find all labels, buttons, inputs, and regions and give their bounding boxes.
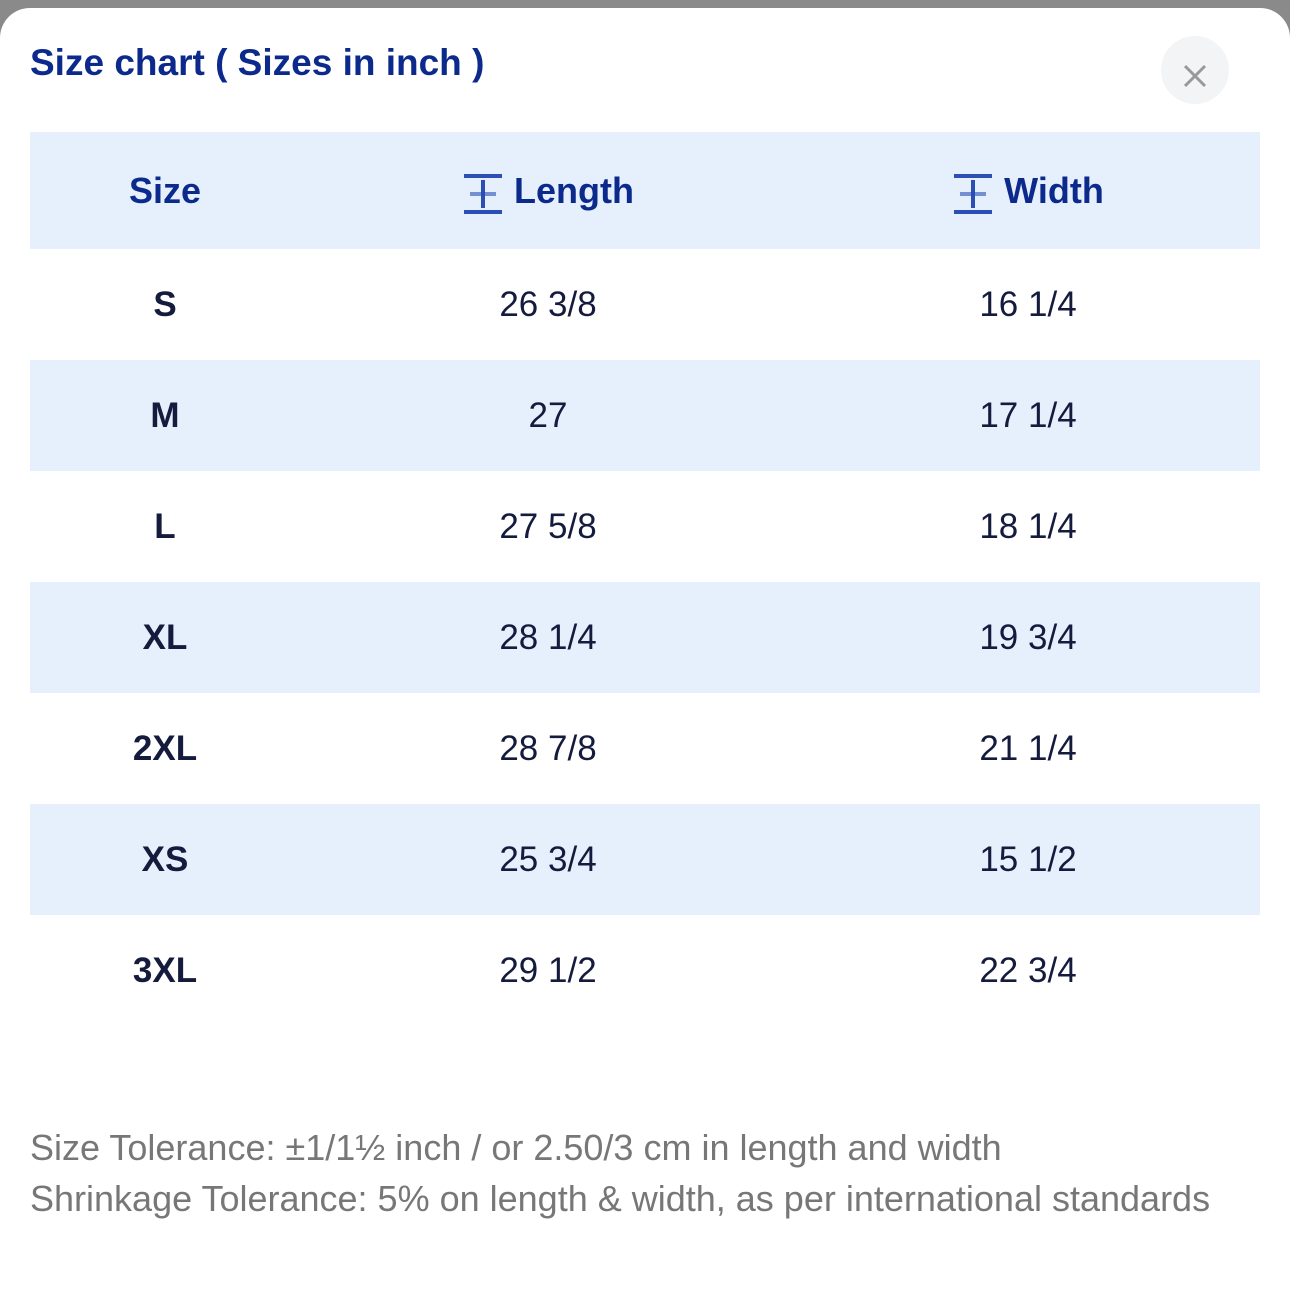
table-cell: 15 1/2	[979, 839, 1077, 879]
column-header: Size	[30, 132, 300, 249]
table-cell: 22 3/4	[979, 950, 1077, 990]
table-cell: 29 1/2	[499, 950, 597, 990]
table-cell: XS	[141, 839, 189, 879]
width-icon	[954, 173, 993, 214]
column-label: Length	[514, 169, 634, 211]
table-cell: 25 3/4	[499, 839, 597, 879]
table-cell: 27 5/8	[499, 506, 597, 546]
table-header: Size Length Width	[30, 132, 1260, 249]
size-chart-modal: Size chart ( Sizes in inch ) Size Length…	[0, 8, 1290, 1290]
tolerance-notes: Size Tolerance: ±1/1½ inch / or 2.50/3 c…	[30, 1122, 1260, 1224]
note-line: Shrinkage Tolerance: 5% on length & widt…	[30, 1178, 1211, 1219]
note-line: Size Tolerance: ±1/1½ inch / or 2.50/3 c…	[30, 1127, 1002, 1168]
column-label: Width	[1004, 169, 1104, 211]
table-row: L 27 5/8 18 1/4	[30, 471, 1260, 582]
table-cell: 17 1/4	[979, 395, 1077, 435]
table-cell: 18 1/4	[979, 506, 1077, 546]
table-row: 2XL 28 7/8 21 1/4	[30, 693, 1260, 804]
close-icon	[1183, 64, 1207, 88]
table-row: XS 25 3/4 15 1/2	[30, 804, 1260, 915]
length-icon	[464, 173, 502, 214]
table-cell: 2XL	[132, 728, 198, 768]
table-row: 3XL 29 1/2 22 3/4	[30, 915, 1260, 1026]
table-cell: 28 1/4	[499, 617, 597, 657]
table-cell: 16 1/4	[979, 284, 1077, 324]
table-cell: S	[153, 284, 177, 324]
table-cell: M	[150, 395, 180, 435]
table-row: XL 28 1/4 19 3/4	[30, 582, 1260, 693]
close-button[interactable]	[1161, 36, 1229, 104]
size-table: Size Length Width S 26 3/8 16 1/4 M 27 17 1/4…	[30, 132, 1260, 1026]
table-cell: XL	[142, 617, 188, 657]
table-row: M 27 17 1/4	[30, 360, 1260, 471]
modal-title: Size chart ( Sizes in inch )	[30, 42, 485, 83]
table-row: S 26 3/8 16 1/4	[30, 249, 1260, 360]
table-cell: 28 7/8	[499, 728, 597, 768]
table-body: S 26 3/8 16 1/4 M 27 17 1/4 L 27 5/8 18 1/4 XL 28 …	[30, 249, 1260, 1026]
column-header: Length	[300, 132, 796, 249]
column-label: Size	[128, 169, 202, 211]
table-cell: 3XL	[132, 950, 198, 990]
table-cell: 21 1/4	[979, 728, 1077, 768]
table-cell: 26 3/8	[499, 284, 597, 324]
table-cell: 27	[528, 395, 568, 435]
table-cell: 19 3/4	[979, 617, 1077, 657]
column-header: Width	[796, 132, 1260, 249]
table-cell: L	[154, 506, 176, 546]
